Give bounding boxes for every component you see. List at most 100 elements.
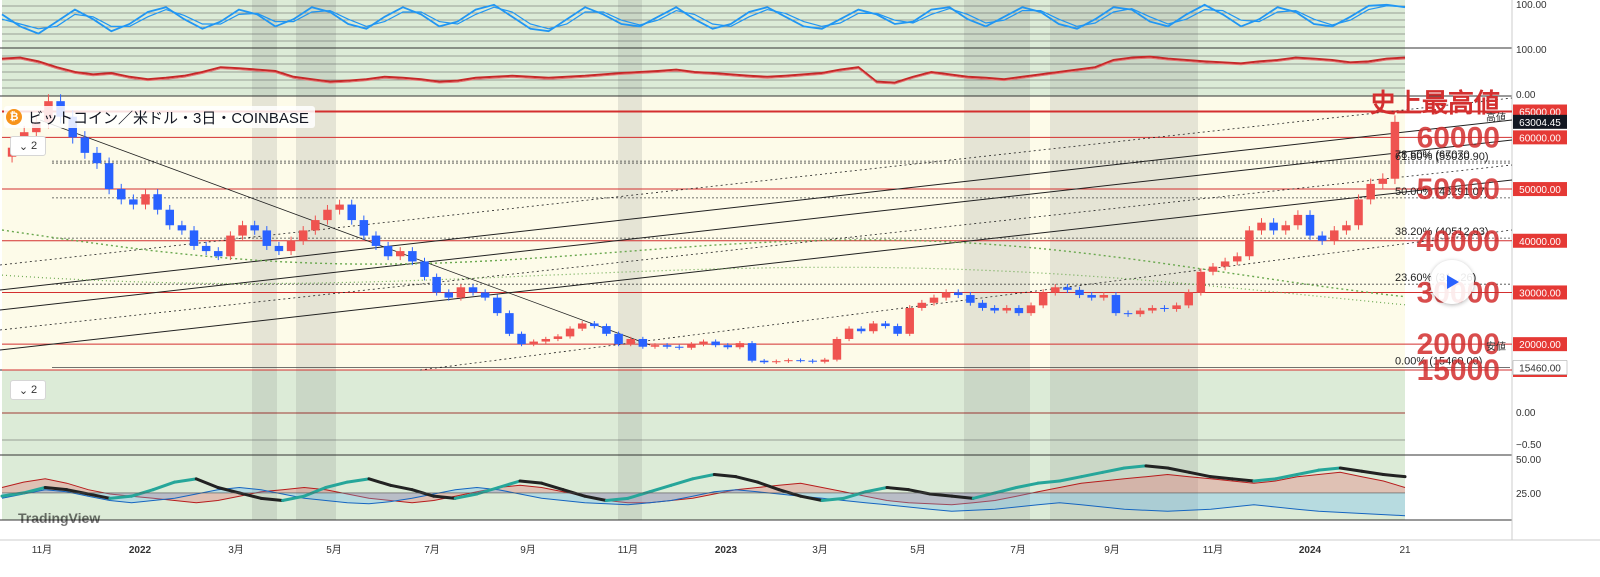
time-axis-label: 2023 bbox=[715, 545, 738, 556]
adx-line-segment bbox=[1317, 466, 1342, 472]
candle-body bbox=[298, 230, 308, 241]
adx-line-segment bbox=[1252, 477, 1277, 483]
adx-line-segment bbox=[540, 481, 565, 492]
stoch-d-line bbox=[1, 5, 1406, 30]
candle-body bbox=[116, 189, 126, 200]
fib-level-label: 61.80% (55030.90) bbox=[1395, 151, 1489, 163]
candle-body bbox=[784, 360, 793, 362]
candle-body bbox=[1184, 292, 1193, 306]
bitcoin-icon: ₿ bbox=[6, 109, 22, 125]
candle-body bbox=[796, 360, 805, 362]
candle-body bbox=[638, 338, 648, 347]
chevron-down-icon: ⌄ bbox=[18, 140, 29, 153]
candle-body bbox=[274, 245, 284, 252]
adx-line-segment bbox=[324, 480, 349, 489]
candle-body bbox=[456, 287, 466, 298]
adx-line-segment bbox=[496, 479, 522, 489]
adx-line-segment bbox=[1014, 481, 1040, 489]
main-indicator-count: 2 bbox=[31, 140, 38, 152]
candle-body bbox=[1378, 178, 1388, 184]
candle-body bbox=[529, 341, 538, 345]
adx-line-segment bbox=[928, 492, 954, 498]
candle-body bbox=[420, 261, 429, 277]
candle-body bbox=[1245, 230, 1254, 257]
candle-body bbox=[577, 323, 587, 329]
adx-line-segment bbox=[432, 494, 457, 500]
candle-body bbox=[1026, 305, 1036, 314]
adx-line-segment bbox=[1122, 464, 1148, 470]
highlight-band bbox=[964, 0, 1030, 520]
candle-body bbox=[505, 313, 514, 334]
main-pane-collapse-button[interactable]: ⌄ 2 bbox=[10, 136, 46, 156]
low-tag: 安値 bbox=[1486, 340, 1506, 353]
candle-body bbox=[541, 338, 551, 342]
candle-body bbox=[189, 230, 199, 246]
candle-body bbox=[1257, 222, 1266, 231]
candle-body bbox=[311, 220, 320, 231]
trend-channel-line bbox=[0, 164, 1513, 331]
adx-line-segment bbox=[345, 477, 371, 484]
candle-body bbox=[517, 333, 526, 345]
adx-line-segment bbox=[648, 483, 673, 494]
rsi-tick-label: 100.00 bbox=[1516, 45, 1547, 56]
adx-line-segment bbox=[389, 483, 414, 492]
pane-background-macd bbox=[2, 370, 1405, 455]
candle-body bbox=[662, 345, 672, 347]
time-axis-label: 11月 bbox=[618, 544, 638, 556]
adx-line-segment bbox=[993, 486, 1018, 495]
price-axis-label: 40000.00 bbox=[1519, 237, 1561, 248]
candle-body bbox=[1148, 307, 1157, 311]
candle-body bbox=[747, 343, 757, 361]
adx-line-segment bbox=[518, 479, 544, 485]
adx-line-segment bbox=[583, 494, 608, 502]
candle-body bbox=[408, 251, 417, 262]
candle-body bbox=[941, 292, 951, 298]
candle-body bbox=[699, 341, 708, 345]
replay-play-button[interactable] bbox=[1430, 260, 1474, 304]
macd-tick-label: 0.00 bbox=[1516, 408, 1536, 419]
symbol-header[interactable]: ₿ ビットコイン／米ドル・3日・COINBASE bbox=[4, 106, 315, 128]
dmi-minus-line bbox=[1, 486, 1406, 517]
rsi-tick-label: 0.00 bbox=[1516, 90, 1536, 101]
time-axis-label: 5月 bbox=[326, 544, 342, 556]
adx-line-segment bbox=[302, 486, 328, 498]
adx-line-segment bbox=[281, 494, 306, 502]
candle-body bbox=[250, 225, 259, 231]
adx-line-segment bbox=[1187, 470, 1213, 479]
candle-body bbox=[614, 333, 623, 345]
candle-body bbox=[1135, 310, 1145, 315]
candle-body bbox=[820, 359, 830, 362]
candle-body bbox=[735, 343, 745, 348]
adx-line-segment bbox=[0, 491, 26, 498]
candle-body bbox=[104, 163, 114, 190]
adx-line-segment bbox=[1209, 475, 1234, 481]
macd-pane-collapse-button[interactable]: ⌄ 2 bbox=[10, 380, 46, 400]
adx-line-segment bbox=[885, 486, 911, 492]
price-axis-badge bbox=[1513, 130, 1567, 145]
candle-body bbox=[1111, 295, 1121, 314]
candle-body bbox=[1305, 214, 1315, 236]
time-axis-label: 2024 bbox=[1299, 545, 1322, 556]
adx-line-segment bbox=[604, 496, 630, 502]
adx-line-segment bbox=[1230, 477, 1256, 483]
all-time-high-annotation: 史上最高値 bbox=[1370, 88, 1500, 118]
stoch-tick-label: 100.00 bbox=[1516, 0, 1547, 11]
adx-line-segment bbox=[1295, 468, 1321, 476]
adx-line-segment bbox=[1101, 466, 1126, 474]
candle-body bbox=[238, 225, 247, 236]
fib-level-label: 50.00% (48291.07) bbox=[1395, 186, 1489, 198]
stoch-k-line bbox=[1, 3, 1406, 35]
candle-body bbox=[1208, 266, 1218, 272]
fib-level-label: 38.20% (40512.93) bbox=[1395, 226, 1489, 238]
time-axis-label: 3月 bbox=[228, 544, 244, 556]
candle-body bbox=[966, 295, 975, 303]
price-axis-label: 60000.00 bbox=[1519, 133, 1561, 144]
macd-tick-label: −0.50 bbox=[1516, 440, 1542, 451]
adx-line-segment bbox=[1360, 469, 1385, 476]
price-level-annotation: 20000 bbox=[1417, 328, 1500, 361]
time-axis-label: 11月 bbox=[1203, 544, 1223, 556]
adx-line-segment bbox=[194, 477, 220, 489]
adx-line-segment bbox=[65, 488, 90, 496]
candle-body bbox=[808, 360, 817, 362]
